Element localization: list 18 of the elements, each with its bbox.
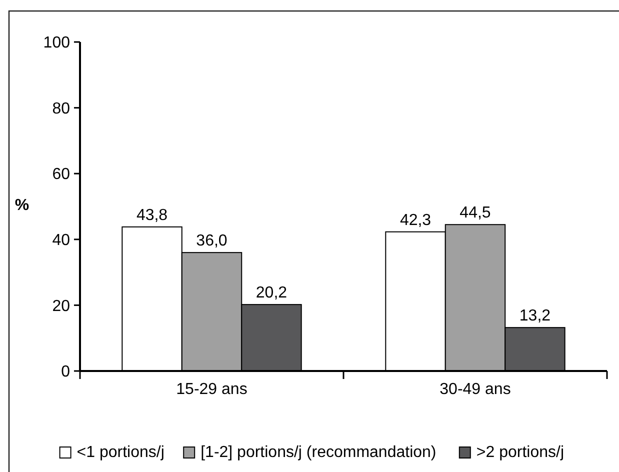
- y-tick-label: 60: [52, 166, 70, 184]
- y-tick-label: 100: [43, 34, 70, 52]
- y-tick-label: 20: [52, 298, 70, 315]
- y-axis-title: %: [14, 197, 30, 214]
- legend-label: [1-2] portions/j (recommandation): [200, 444, 436, 461]
- data-label: 44,5: [460, 204, 491, 222]
- y-tick-label: 80: [52, 100, 70, 118]
- data-label: 43,8: [136, 206, 168, 224]
- data-label: 13,2: [519, 308, 551, 325]
- legend-label: <1 portions/j: [76, 444, 164, 461]
- legend-label: >2 portions/j: [476, 444, 564, 461]
- data-label: 20,2: [256, 284, 288, 302]
- y-tick-label: 0: [61, 364, 70, 381]
- x-tick-label: 30-49 ans: [440, 381, 511, 398]
- data-label: 42,3: [400, 212, 432, 229]
- x-tick-label: 15-29 ans: [176, 381, 248, 398]
- y-tick-label: 40: [52, 232, 70, 249]
- data-label: 36,0: [196, 232, 228, 250]
